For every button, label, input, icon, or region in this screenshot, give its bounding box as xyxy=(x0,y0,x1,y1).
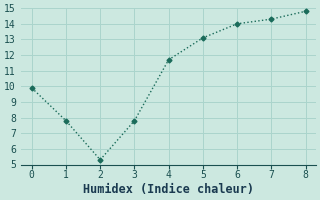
X-axis label: Humidex (Indice chaleur): Humidex (Indice chaleur) xyxy=(83,183,254,196)
